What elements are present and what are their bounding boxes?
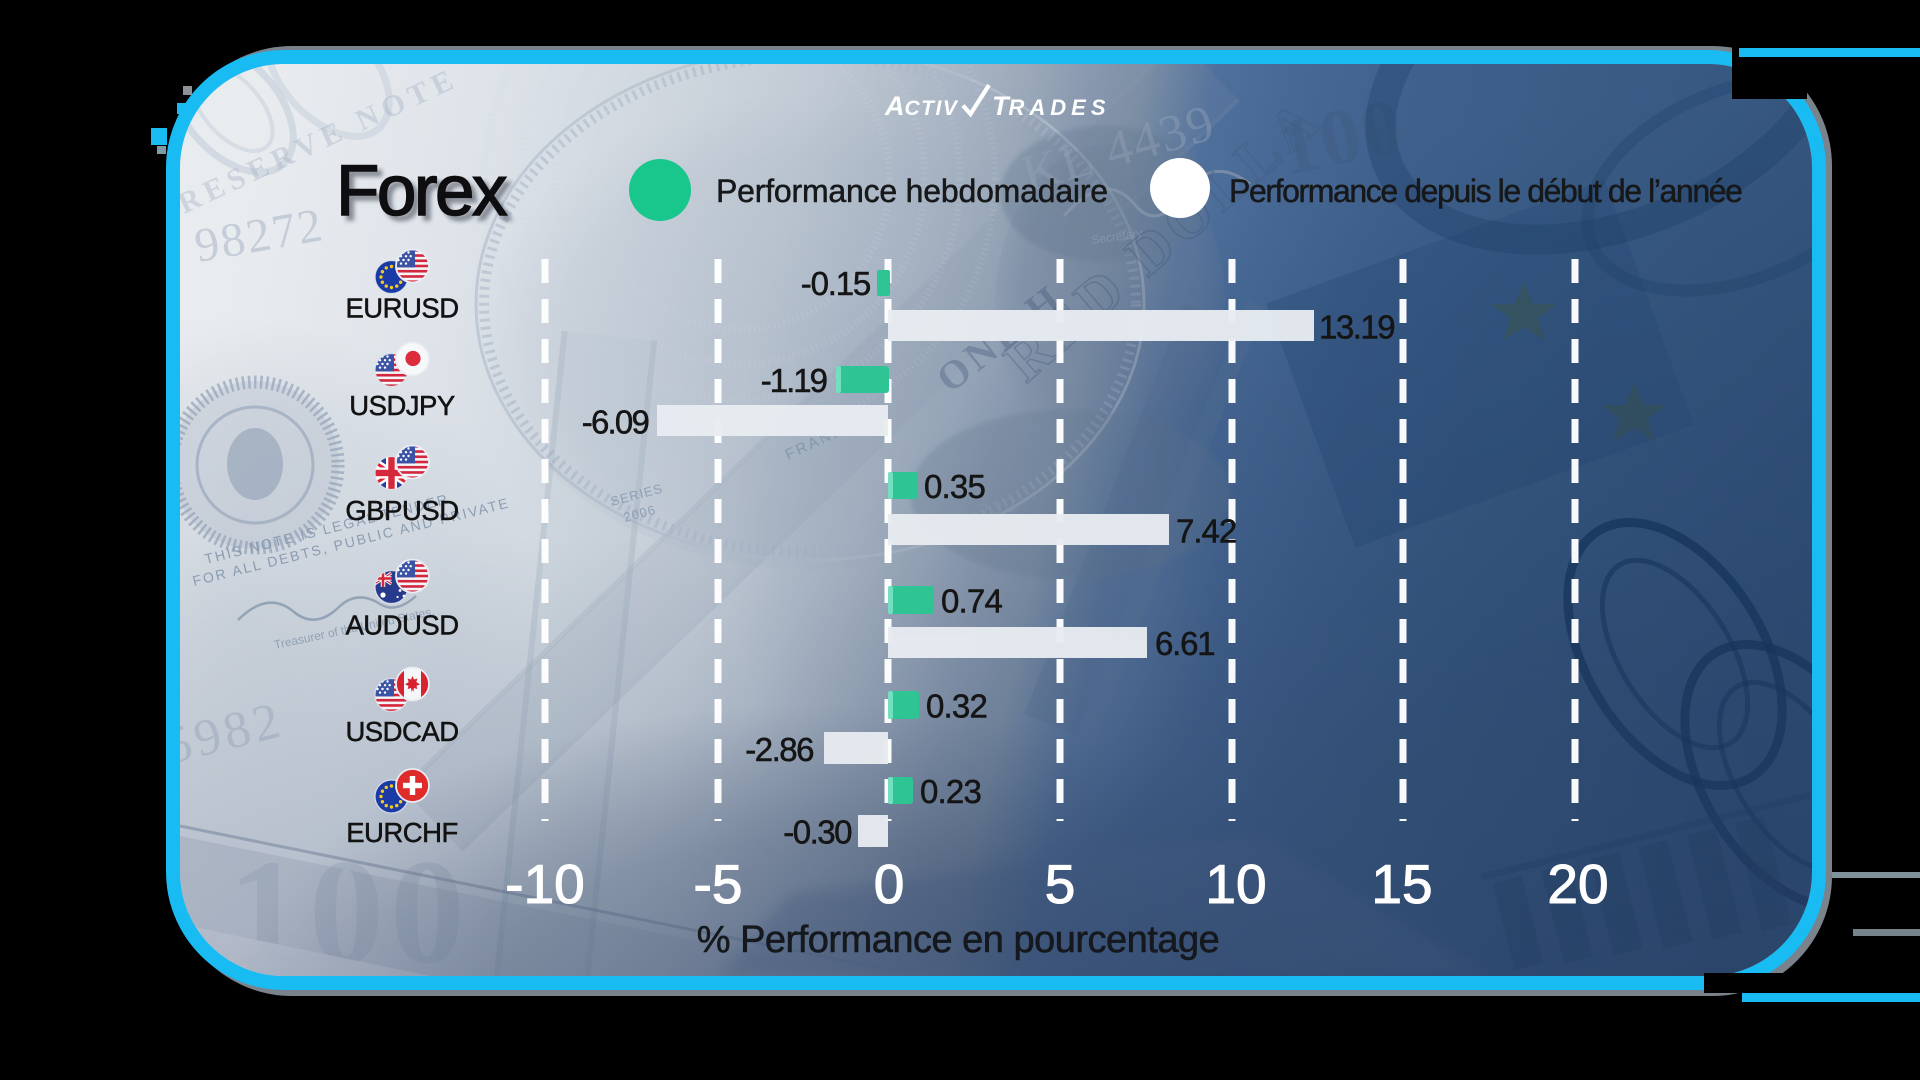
svg-text:Forex: Forex bbox=[336, 152, 507, 231]
svg-text:USDCAD: USDCAD bbox=[345, 716, 458, 747]
svg-text:-6.09: -6.09 bbox=[582, 404, 649, 441]
svg-text:0.74: 0.74 bbox=[941, 583, 1002, 620]
svg-text:0.32: 0.32 bbox=[926, 688, 987, 725]
svg-text:USDJPY: USDJPY bbox=[349, 390, 455, 421]
svg-text:Forex: Forex bbox=[341, 157, 512, 236]
svg-text:0: 0 bbox=[874, 853, 905, 915]
svg-text:-0.15: -0.15 bbox=[801, 265, 870, 302]
svg-text:13.19: 13.19 bbox=[1319, 309, 1394, 346]
svg-text:-1.19: -1.19 bbox=[761, 362, 827, 399]
svg-text:GBPUSD: GBPUSD bbox=[345, 495, 458, 526]
svg-text:% Performance en pourcentage: % Performance en pourcentage bbox=[697, 919, 1220, 961]
svg-text:-0.30: -0.30 bbox=[783, 814, 852, 851]
svg-text:EURCHF: EURCHF bbox=[346, 817, 458, 848]
svg-text:10: 10 bbox=[1205, 853, 1266, 915]
svg-text:AUDUSD: AUDUSD bbox=[345, 610, 458, 641]
svg-text:20: 20 bbox=[1547, 853, 1608, 915]
svg-text:6.61: 6.61 bbox=[1155, 625, 1214, 662]
svg-text:15: 15 bbox=[1371, 853, 1432, 915]
svg-text:-10: -10 bbox=[505, 853, 585, 915]
svg-text:7.42: 7.42 bbox=[1176, 513, 1236, 550]
svg-text:TRADES: TRADES bbox=[992, 91, 1111, 121]
svg-text:-2.86: -2.86 bbox=[745, 731, 813, 768]
svg-text:0.35: 0.35 bbox=[924, 468, 985, 505]
svg-text:EURUSD: EURUSD bbox=[345, 293, 458, 324]
svg-text:-5: -5 bbox=[694, 853, 743, 915]
svg-text:5: 5 bbox=[1045, 853, 1076, 915]
svg-text:Performance hebdomadaire: Performance hebdomadaire bbox=[716, 173, 1108, 209]
svg-text:Performance depuis le début de: Performance depuis le début de l’année bbox=[1229, 173, 1742, 209]
svg-text:0.23: 0.23 bbox=[920, 773, 981, 810]
